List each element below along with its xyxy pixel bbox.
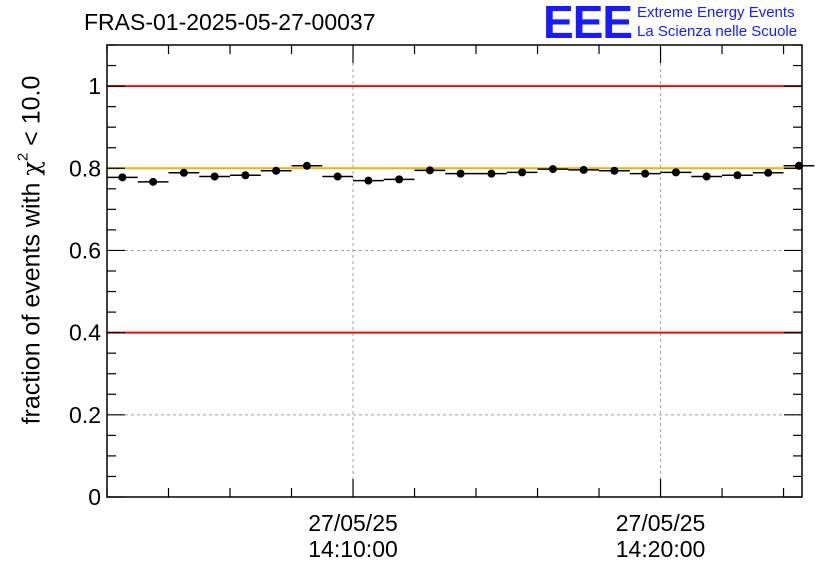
y-tick-label: 0.2: [69, 402, 101, 428]
marker: [733, 171, 742, 180]
marker: [456, 169, 465, 178]
data-point: [322, 172, 354, 181]
marker: [118, 173, 127, 182]
marker: [425, 166, 434, 175]
chi-exponent: 2: [14, 152, 32, 162]
y-tick-label: 0.8: [69, 155, 101, 181]
data-point: [691, 172, 723, 181]
data-point: [568, 165, 600, 174]
marker: [610, 166, 619, 175]
data-point: [383, 175, 415, 184]
data-point: [445, 169, 477, 178]
chi-symbol: χ: [17, 161, 46, 176]
marker: [302, 161, 311, 170]
x-tick-date: 27/05/25: [615, 510, 706, 536]
x-tick-label: 27/05/25 14:20:00: [616, 510, 706, 562]
marker: [548, 165, 557, 174]
x-tick-time: 14:10:00: [308, 536, 398, 562]
data-point: [199, 172, 231, 181]
marker: [518, 168, 527, 177]
data-point: [107, 173, 138, 182]
data-point: [476, 169, 507, 178]
y-tick-label: 1: [88, 73, 101, 99]
marker: [702, 172, 711, 181]
data-point: [722, 171, 753, 180]
marker: [579, 165, 588, 174]
chart-title: FRAS-01-2025-05-27-00037: [84, 9, 376, 35]
data-point: [537, 165, 569, 174]
marker: [487, 169, 496, 178]
logo-caption: Extreme Energy Events La Scienza nelle S…: [637, 3, 797, 41]
data-point: [599, 166, 630, 175]
marker: [210, 172, 219, 181]
x-tick-time: 14:20:00: [615, 536, 706, 562]
marker: [641, 169, 650, 178]
marker: [149, 177, 158, 186]
data-point: [353, 176, 384, 185]
data-point: [260, 166, 292, 175]
y-tick-label: 0.4: [69, 320, 101, 346]
plot-frame: [106, 44, 803, 498]
logo-letter: E: [543, 0, 574, 48]
y-axis-label: fraction of events with χ2 < 10.0: [14, 75, 46, 425]
data-point: [506, 168, 538, 177]
data-point: [752, 168, 784, 177]
data-point: [783, 161, 815, 170]
logo-letter: E: [572, 0, 604, 48]
y-tick-label: 0.6: [69, 237, 101, 263]
marker: [241, 171, 250, 180]
x-tick-date: 27/05/25: [308, 510, 398, 536]
marker: [764, 168, 773, 177]
marker: [333, 172, 342, 181]
eee-logo: EEE: [543, 0, 633, 48]
data-point: [629, 169, 661, 178]
logo-line-2: La Scienza nelle Scuole: [637, 23, 798, 40]
y-axis-label-suffix: < 10.0: [17, 75, 46, 153]
data-point: [137, 177, 169, 186]
marker: [272, 166, 281, 175]
y-tick-label: 0: [88, 484, 101, 510]
marker: [794, 161, 803, 170]
marker: [179, 168, 188, 177]
y-axis-label-prefix: fraction of events with: [17, 175, 46, 425]
data-point: [414, 166, 446, 175]
x-tick-label: 27/05/25 14:10:00: [308, 510, 398, 562]
marker: [671, 168, 680, 177]
logo-line-1: Extreme Energy Events: [637, 4, 795, 21]
logo-letter: E: [602, 0, 633, 48]
data-point: [168, 168, 200, 177]
marker: [364, 176, 373, 185]
data-point: [291, 161, 323, 170]
marker: [395, 175, 404, 184]
data-point: [230, 171, 261, 180]
data-point: [660, 168, 692, 177]
